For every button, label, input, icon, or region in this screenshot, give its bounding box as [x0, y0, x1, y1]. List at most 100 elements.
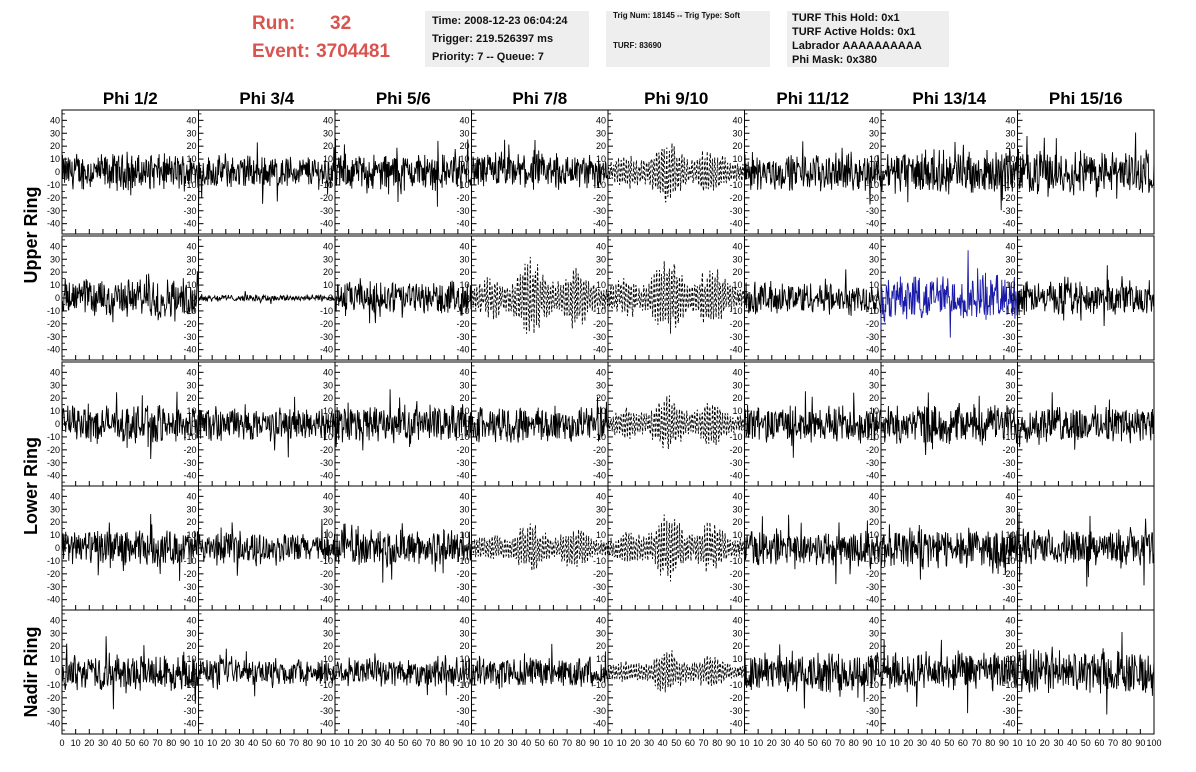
y-tick-label: -40 [320, 471, 333, 481]
column-label: Phi 11/12 [776, 89, 849, 108]
x-tick-label: 30 [371, 738, 381, 748]
y-tick-label: 30 [732, 128, 742, 138]
y-tick-label: 0 [191, 667, 196, 677]
y-tick-label: 40 [869, 615, 879, 625]
x-tick-label: 30 [780, 738, 790, 748]
y-tick-label: -40 [456, 471, 469, 481]
y-tick-label: 20 [459, 641, 469, 651]
y-tick-label: -20 [593, 693, 606, 703]
waveform-trace [471, 256, 609, 334]
trigger-info-box: Trig Num: 18145 -- Trig Type: Soft TURF:… [606, 11, 770, 67]
y-tick-label: 0 [1010, 293, 1015, 303]
y-tick-label: -20 [47, 445, 60, 455]
y-tick-label: 10 [869, 406, 879, 416]
waveform-trace [471, 523, 609, 571]
y-tick-label: 0 [328, 667, 333, 677]
y-tick-label: 0 [737, 543, 742, 553]
y-tick-label: 20 [869, 641, 879, 651]
x-tick-label: 50 [944, 738, 954, 748]
y-tick-label: -40 [866, 719, 879, 729]
x-tick-label: 20 [1040, 738, 1050, 748]
x-tick-label: 50 [808, 738, 818, 748]
x-tick-label: 90 [453, 738, 463, 748]
x-tick-label: 60 [1094, 738, 1104, 748]
y-tick-label: 0 [464, 419, 469, 429]
y-tick-label: 30 [323, 504, 333, 514]
y-tick-label: -30 [729, 458, 742, 468]
x-tick-label: 10 [344, 738, 354, 748]
y-tick-label: -10 [183, 432, 196, 442]
waveform-trace [61, 391, 199, 460]
event-row: Event: 3704481 [252, 38, 390, 66]
y-tick-label: -20 [729, 319, 742, 329]
x-tick-label: 70 [1108, 738, 1118, 748]
y-tick-label: -40 [47, 471, 60, 481]
y-tick-label: 0 [601, 167, 606, 177]
y-tick-label: 10 [596, 406, 606, 416]
x-tick-label: 70 [289, 738, 299, 748]
waveform-trace [334, 653, 472, 696]
waveform-trace [1017, 265, 1155, 327]
x-tick-label: 40 [658, 738, 668, 748]
y-tick-label: 10 [459, 530, 469, 540]
y-tick-label: 0 [191, 167, 196, 177]
x-tick-label: 10 [193, 738, 203, 748]
waveform-trace [198, 518, 336, 576]
y-tick-label: -10 [593, 306, 606, 316]
x-tick-label: 60 [821, 738, 831, 748]
y-tick-label: -40 [1002, 219, 1015, 229]
y-tick-label: 0 [737, 167, 742, 177]
y-tick-label: -10 [320, 432, 333, 442]
run-event-block: Run: 32 Event: 3704481 [252, 10, 390, 66]
x-tick-label: 90 [862, 738, 872, 748]
y-tick-label: 30 [323, 380, 333, 390]
y-tick-label: 10 [596, 654, 606, 664]
y-tick-label: -10 [183, 680, 196, 690]
y-tick-label: 20 [323, 517, 333, 527]
y-tick-label: -10 [1002, 180, 1015, 190]
y-tick-label: 30 [1005, 628, 1015, 638]
y-tick-label: -30 [866, 458, 879, 468]
y-tick-label: 40 [1005, 367, 1015, 377]
x-tick-label: 0 [59, 738, 64, 748]
y-tick-label: 40 [596, 491, 606, 501]
y-tick-label: 10 [732, 530, 742, 540]
y-tick-label: 30 [323, 254, 333, 264]
y-tick-label: 0 [464, 167, 469, 177]
x-tick-label: 20 [630, 738, 640, 748]
event-value: 3704481 [316, 41, 391, 62]
y-tick-label: 20 [186, 267, 196, 277]
y-tick-label: 40 [596, 241, 606, 251]
y-tick-label: -10 [1002, 680, 1015, 690]
y-tick-label: -20 [729, 569, 742, 579]
y-tick-label: 30 [596, 254, 606, 264]
event-label: Event: [252, 41, 311, 62]
y-tick-label: -20 [320, 569, 333, 579]
x-tick-label: 30 [644, 738, 654, 748]
waveform-trace [880, 639, 1018, 714]
y-tick-label: 10 [50, 530, 60, 540]
y-tick-label: 0 [55, 419, 60, 429]
y-tick-label: 20 [596, 641, 606, 651]
y-tick-label: -20 [593, 193, 606, 203]
y-tick-label: -40 [183, 719, 196, 729]
y-tick-label: 0 [874, 293, 879, 303]
y-tick-label: 0 [737, 293, 742, 303]
y-tick-label: -30 [320, 332, 333, 342]
y-tick-label: -20 [47, 569, 60, 579]
y-tick-label: 10 [186, 530, 196, 540]
y-tick-label: -10 [47, 432, 60, 442]
y-tick-label: 20 [596, 267, 606, 277]
y-tick-label: -40 [456, 219, 469, 229]
y-tick-label: 10 [186, 154, 196, 164]
y-tick-label: -10 [47, 180, 60, 190]
y-tick-label: 0 [1010, 167, 1015, 177]
y-tick-label: 10 [323, 280, 333, 290]
y-tick-label: 10 [732, 654, 742, 664]
x-tick-label: 60 [548, 738, 558, 748]
y-tick-label: 40 [459, 115, 469, 125]
x-tick-label: 20 [767, 738, 777, 748]
waveform-trace [744, 269, 882, 316]
y-tick-label: 40 [596, 115, 606, 125]
